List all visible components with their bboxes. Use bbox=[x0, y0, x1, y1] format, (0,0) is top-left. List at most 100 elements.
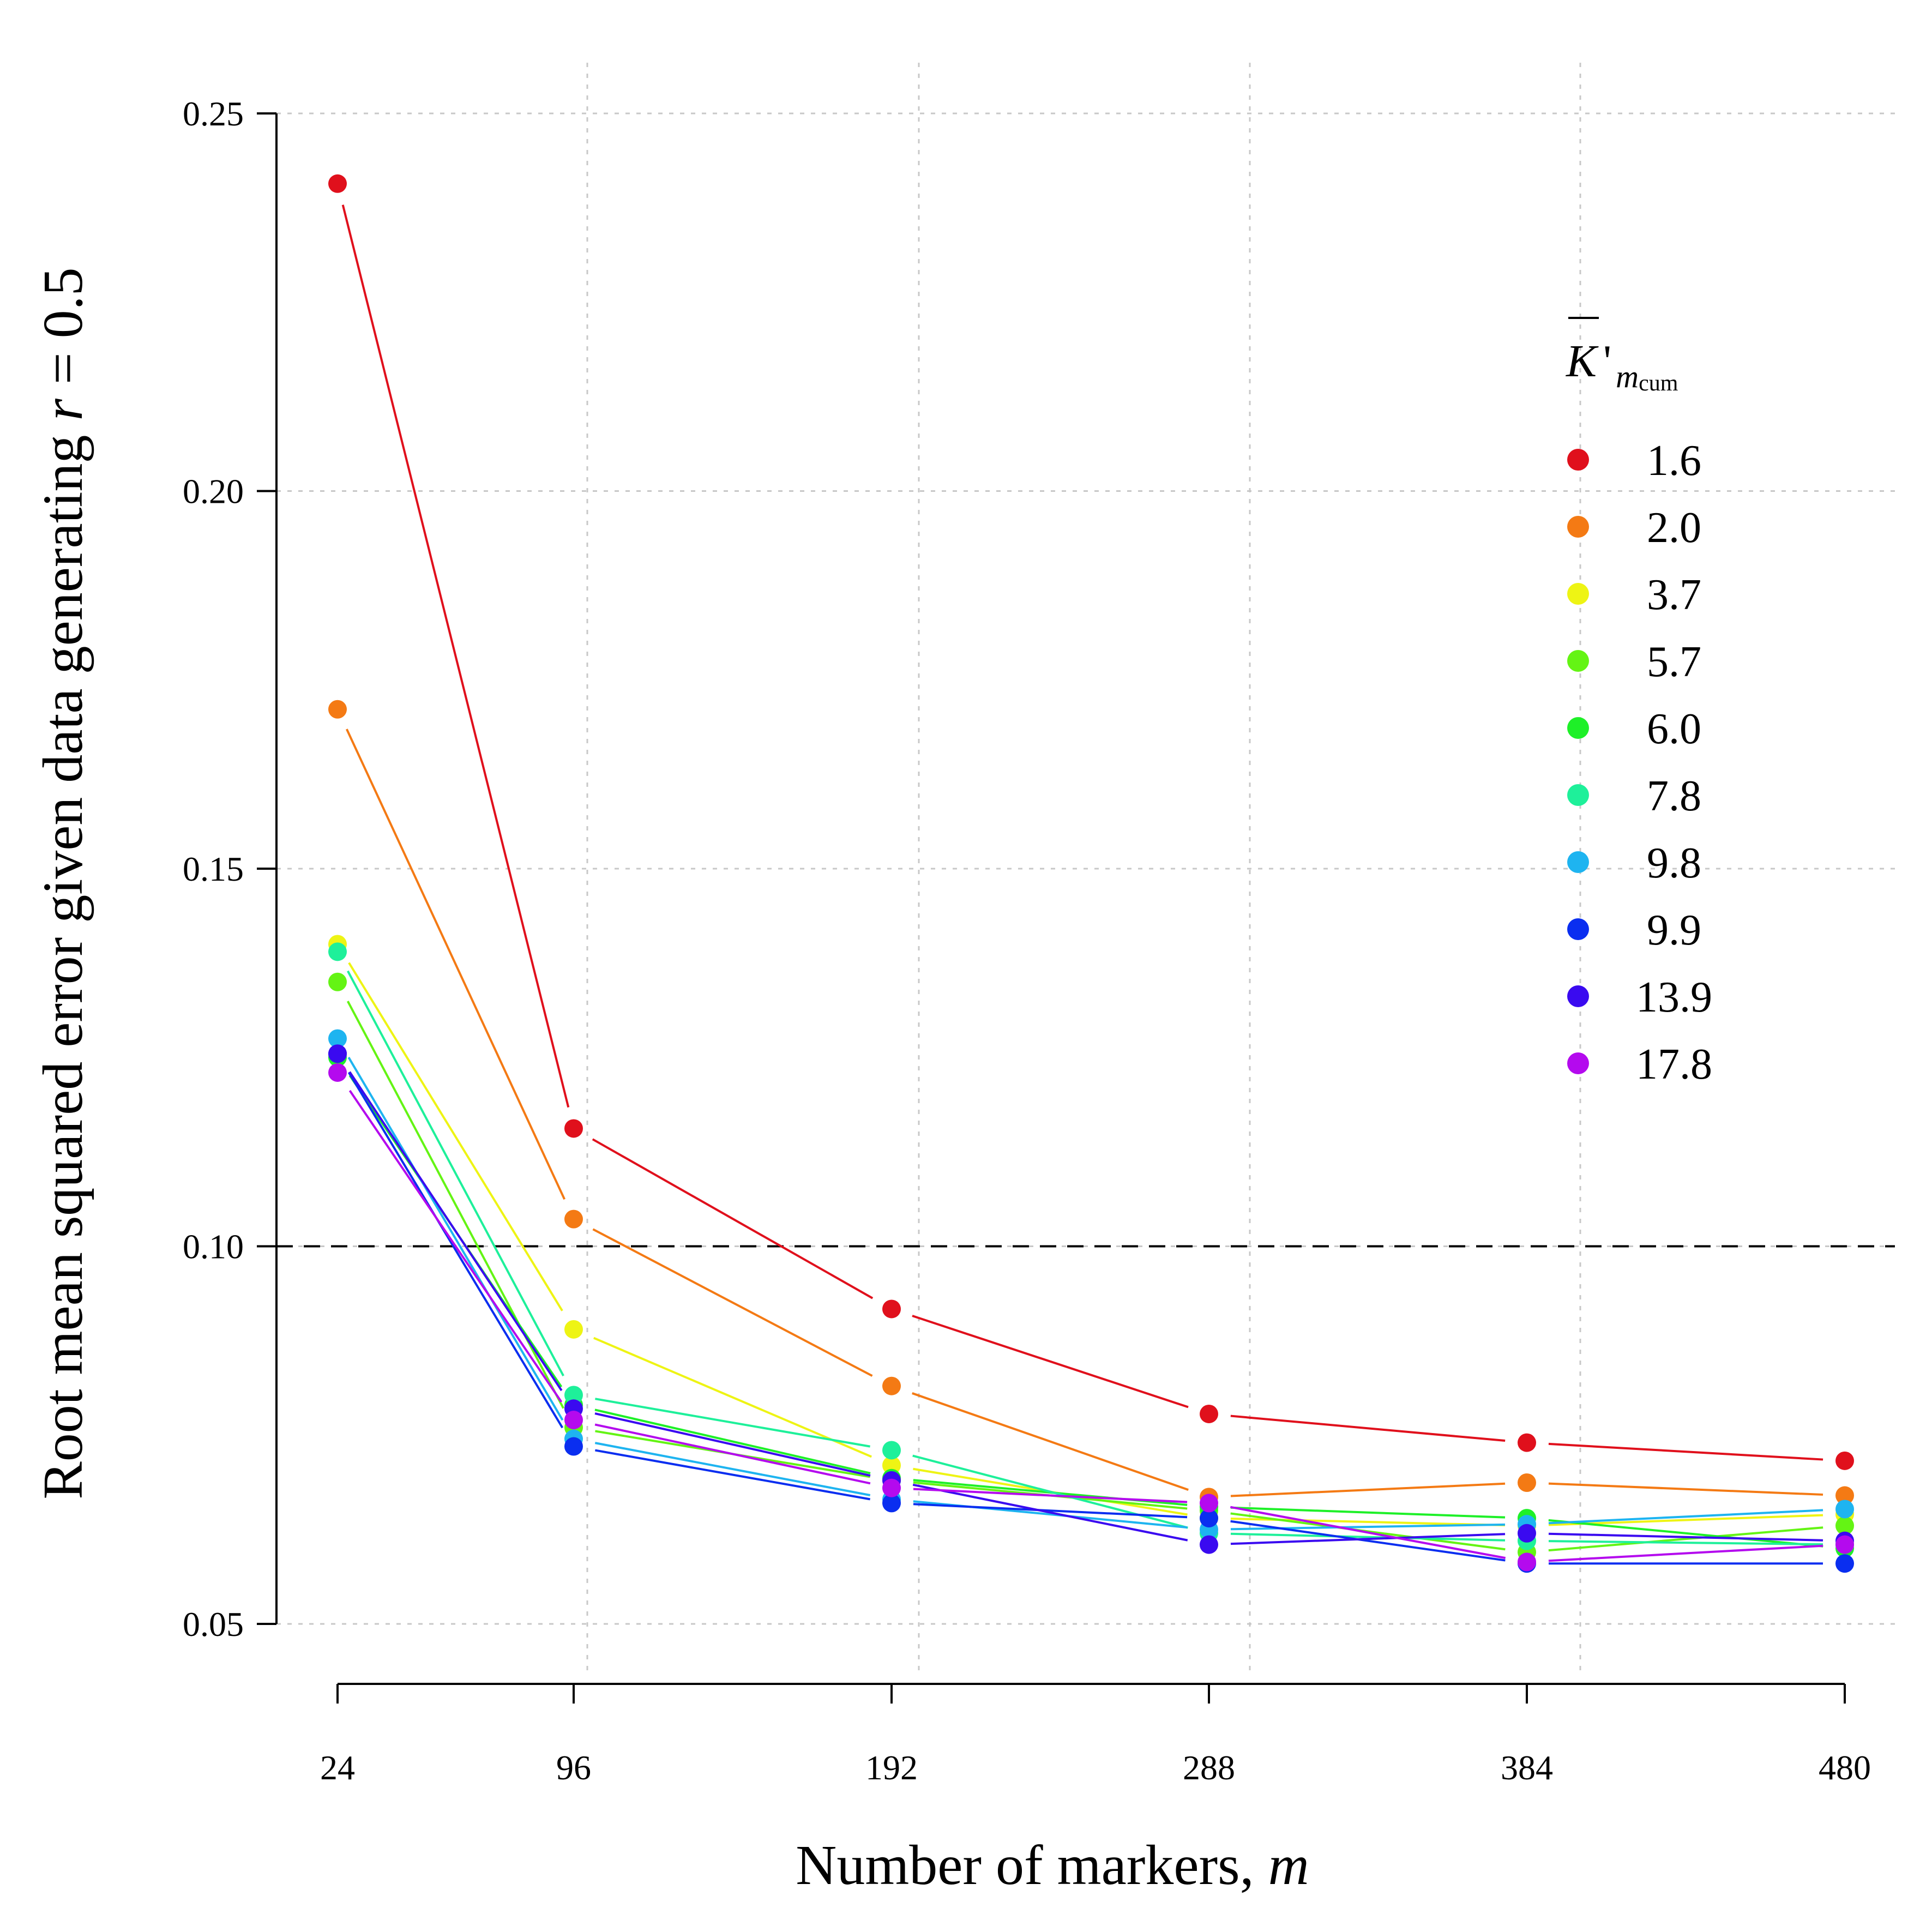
series-9.8 bbox=[328, 1029, 1854, 1539]
series-line-segment bbox=[1230, 1506, 1506, 1519]
series-line-segment bbox=[912, 1392, 1189, 1491]
series-line-segment bbox=[1548, 1540, 1823, 1546]
series-line-segment bbox=[347, 1057, 564, 1421]
series-line-segment bbox=[1548, 1519, 1823, 1548]
series-1.6 bbox=[328, 174, 1854, 1470]
series-line-segment bbox=[1548, 1532, 1823, 1542]
series-line-segment bbox=[345, 729, 566, 1200]
data-point bbox=[1200, 1509, 1218, 1528]
data-point bbox=[1518, 1473, 1536, 1492]
series-line-segment bbox=[1230, 1532, 1506, 1542]
data-point bbox=[328, 1063, 347, 1082]
series-line-segment bbox=[1230, 1506, 1506, 1560]
series-line-segment bbox=[1230, 1533, 1506, 1545]
legend-item: 1.6 bbox=[1567, 437, 1701, 485]
data-point bbox=[882, 1456, 901, 1475]
series-line-segment bbox=[595, 1449, 870, 1501]
x-tick-label: 96 bbox=[556, 1748, 591, 1787]
legend-label: 6.0 bbox=[1647, 705, 1701, 753]
data-point bbox=[1200, 1404, 1218, 1423]
legend-marker bbox=[1567, 516, 1589, 538]
series-line-segment bbox=[1548, 1509, 1823, 1525]
series-line-segment bbox=[348, 962, 563, 1311]
series-line-segment bbox=[912, 1315, 1189, 1409]
series-line-segment bbox=[912, 1483, 1188, 1542]
data-point bbox=[1835, 1451, 1854, 1470]
data-point bbox=[1518, 1524, 1536, 1543]
data-point bbox=[564, 1209, 583, 1229]
series-13.9 bbox=[328, 1044, 1854, 1554]
series-line-segment bbox=[346, 1001, 565, 1409]
series-line-segment bbox=[1230, 1520, 1506, 1562]
legend-marker bbox=[1567, 583, 1589, 605]
data-point bbox=[1835, 1554, 1854, 1573]
legend-item: 7.8 bbox=[1567, 772, 1701, 820]
data-point bbox=[882, 1494, 901, 1513]
series-line-segment bbox=[595, 1398, 870, 1448]
series-group bbox=[328, 174, 1854, 1573]
data-point bbox=[328, 942, 347, 961]
svg-text:K'mcum: K ' mcum bbox=[1566, 336, 1678, 396]
legend-label: 17.8 bbox=[1636, 1040, 1712, 1088]
legend-item: 9.8 bbox=[1567, 839, 1701, 887]
series-line-segment bbox=[347, 1072, 564, 1429]
series-line-segment bbox=[1548, 1526, 1823, 1552]
x-tick-label: 192 bbox=[865, 1748, 918, 1787]
series-line-segment bbox=[594, 1442, 871, 1496]
series-line-segment bbox=[594, 1409, 871, 1474]
legend-marker bbox=[1567, 449, 1589, 471]
legend-marker bbox=[1567, 985, 1589, 1007]
data-point bbox=[882, 1299, 901, 1319]
data-point bbox=[882, 1478, 901, 1497]
data-point bbox=[1835, 1535, 1854, 1554]
data-point bbox=[882, 1441, 901, 1460]
data-point bbox=[1835, 1486, 1854, 1505]
series-line-segment bbox=[593, 1337, 872, 1458]
legend: 1.6 2.0 3.7 5.7 6.0 7.8 9.8 9.9 13.9 17.8 bbox=[1567, 437, 1712, 1088]
series-2.0 bbox=[328, 700, 1854, 1507]
series-line-segment bbox=[1548, 1442, 1823, 1461]
x-tick-label: 384 bbox=[1501, 1748, 1553, 1787]
data-point bbox=[564, 1320, 583, 1339]
legend-marker bbox=[1567, 851, 1589, 873]
series-line-segment bbox=[1548, 1514, 1823, 1526]
legend-label: 2.0 bbox=[1647, 504, 1701, 552]
x-tick-label: 288 bbox=[1183, 1748, 1235, 1787]
data-point bbox=[1200, 1535, 1218, 1554]
y-tick-label: 0.25 bbox=[183, 94, 244, 133]
legend-item: 9.9 bbox=[1567, 906, 1701, 954]
legend-marker bbox=[1567, 784, 1589, 806]
legend-label: 9.8 bbox=[1647, 839, 1701, 887]
x-tick-label: 480 bbox=[1819, 1748, 1871, 1787]
series-line-segment bbox=[1230, 1512, 1506, 1551]
legend-marker bbox=[1567, 717, 1589, 739]
data-point bbox=[1200, 1494, 1218, 1513]
series-line-segment bbox=[594, 1423, 871, 1485]
data-point bbox=[1518, 1552, 1536, 1572]
series-3.7 bbox=[328, 935, 1854, 1535]
x-tick-label: 24 bbox=[320, 1748, 355, 1787]
series-line-segment bbox=[592, 1228, 873, 1377]
y-axis-title: Root mean squared error given data gener… bbox=[32, 267, 94, 1499]
legend-item: 2.0 bbox=[1567, 504, 1701, 552]
series-line-segment bbox=[348, 1090, 563, 1403]
data-point bbox=[328, 700, 347, 719]
series-17.8 bbox=[328, 1063, 1854, 1572]
series-line-segment bbox=[1548, 1544, 1823, 1562]
data-point bbox=[882, 1376, 901, 1395]
legend-item: 5.7 bbox=[1567, 638, 1701, 686]
series-line-segment bbox=[592, 1138, 874, 1299]
legend-label: 5.7 bbox=[1647, 638, 1701, 686]
legend-marker bbox=[1567, 650, 1589, 672]
legend-item: 3.7 bbox=[1567, 571, 1701, 619]
legend-item: 17.8 bbox=[1567, 1040, 1712, 1088]
series-7.8 bbox=[328, 942, 1854, 1554]
x-axis-title: Number of markers, m bbox=[796, 1834, 1309, 1897]
legend-title: K ' mcum bbox=[1566, 317, 1678, 396]
legend-marker bbox=[1567, 918, 1589, 940]
axes: 0.05 0.10 0.15 0.20 0.25 24 96 192 288 384 480 bbox=[183, 94, 1871, 1787]
series-line-segment bbox=[1230, 1482, 1506, 1497]
data-point bbox=[564, 1437, 583, 1456]
legend-label: 1.6 bbox=[1647, 437, 1701, 485]
